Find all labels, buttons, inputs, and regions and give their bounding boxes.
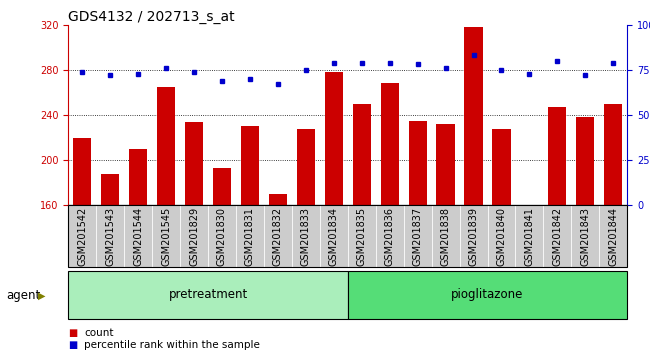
Bar bbox=[297, 129, 315, 205]
Text: GSM201840: GSM201840 bbox=[497, 207, 506, 266]
Text: GSM201544: GSM201544 bbox=[133, 207, 143, 266]
Text: GSM201839: GSM201839 bbox=[469, 207, 478, 266]
Text: ▶: ▶ bbox=[38, 291, 46, 301]
Bar bbox=[325, 72, 343, 205]
FancyBboxPatch shape bbox=[264, 205, 292, 267]
Text: GSM201842: GSM201842 bbox=[552, 207, 562, 266]
Text: ■: ■ bbox=[68, 340, 77, 350]
Text: GSM201545: GSM201545 bbox=[161, 207, 171, 267]
Bar bbox=[437, 124, 454, 205]
FancyBboxPatch shape bbox=[571, 205, 599, 267]
Text: GSM201831: GSM201831 bbox=[245, 207, 255, 266]
Bar bbox=[604, 104, 622, 205]
Text: GSM201844: GSM201844 bbox=[608, 207, 618, 266]
Bar bbox=[493, 129, 510, 205]
Text: percentile rank within the sample: percentile rank within the sample bbox=[84, 340, 261, 350]
FancyBboxPatch shape bbox=[404, 205, 432, 267]
FancyBboxPatch shape bbox=[488, 205, 515, 267]
Text: GSM201838: GSM201838 bbox=[441, 207, 450, 266]
Text: GSM201832: GSM201832 bbox=[273, 207, 283, 266]
FancyBboxPatch shape bbox=[599, 205, 627, 267]
Text: GSM201833: GSM201833 bbox=[301, 207, 311, 266]
Text: pretreatment: pretreatment bbox=[168, 288, 248, 301]
FancyBboxPatch shape bbox=[152, 205, 180, 267]
FancyBboxPatch shape bbox=[348, 205, 376, 267]
Text: GSM201834: GSM201834 bbox=[329, 207, 339, 266]
FancyBboxPatch shape bbox=[515, 205, 543, 267]
Bar bbox=[381, 84, 398, 205]
Bar bbox=[185, 122, 203, 205]
FancyBboxPatch shape bbox=[543, 205, 571, 267]
Text: GSM201837: GSM201837 bbox=[413, 207, 422, 266]
FancyBboxPatch shape bbox=[292, 205, 320, 267]
Text: GSM201841: GSM201841 bbox=[525, 207, 534, 266]
Bar bbox=[157, 87, 175, 205]
FancyBboxPatch shape bbox=[348, 271, 627, 319]
Text: ■: ■ bbox=[68, 328, 77, 338]
Bar bbox=[73, 138, 91, 205]
Bar bbox=[241, 126, 259, 205]
Bar bbox=[129, 149, 147, 205]
Bar bbox=[577, 117, 594, 205]
FancyBboxPatch shape bbox=[208, 205, 236, 267]
Text: GSM201835: GSM201835 bbox=[357, 207, 367, 266]
Bar bbox=[213, 168, 231, 205]
Text: pioglitazone: pioglitazone bbox=[451, 288, 524, 301]
FancyBboxPatch shape bbox=[180, 205, 208, 267]
Bar bbox=[549, 107, 566, 205]
FancyBboxPatch shape bbox=[96, 205, 124, 267]
Text: GSM201843: GSM201843 bbox=[580, 207, 590, 266]
FancyBboxPatch shape bbox=[432, 205, 460, 267]
Text: GSM201830: GSM201830 bbox=[217, 207, 227, 266]
FancyBboxPatch shape bbox=[68, 205, 96, 267]
Text: agent: agent bbox=[6, 289, 41, 302]
Bar bbox=[353, 104, 370, 205]
Bar bbox=[269, 194, 287, 205]
Bar bbox=[409, 121, 426, 205]
FancyBboxPatch shape bbox=[460, 205, 488, 267]
Text: GSM201542: GSM201542 bbox=[77, 207, 87, 267]
Text: GSM201543: GSM201543 bbox=[105, 207, 115, 266]
Text: GDS4132 / 202713_s_at: GDS4132 / 202713_s_at bbox=[68, 10, 235, 24]
FancyBboxPatch shape bbox=[68, 271, 348, 319]
Bar bbox=[101, 174, 119, 205]
FancyBboxPatch shape bbox=[376, 205, 404, 267]
Text: GSM201829: GSM201829 bbox=[189, 207, 199, 266]
FancyBboxPatch shape bbox=[124, 205, 152, 267]
FancyBboxPatch shape bbox=[320, 205, 348, 267]
FancyBboxPatch shape bbox=[236, 205, 264, 267]
Text: GSM201836: GSM201836 bbox=[385, 207, 395, 266]
Text: count: count bbox=[84, 328, 114, 338]
Bar bbox=[465, 27, 482, 205]
